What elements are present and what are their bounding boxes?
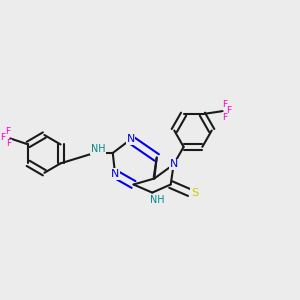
Text: F: F — [0, 133, 5, 142]
Text: N: N — [126, 134, 135, 145]
Text: F: F — [222, 112, 228, 122]
Text: NH: NH — [91, 144, 105, 154]
Text: F: F — [5, 127, 10, 136]
Text: NH: NH — [150, 195, 165, 205]
Text: F: F — [6, 139, 11, 148]
Text: F: F — [226, 106, 232, 115]
Text: F: F — [222, 100, 228, 109]
Text: S: S — [191, 188, 198, 198]
Text: N: N — [111, 169, 119, 179]
Text: N: N — [169, 159, 178, 170]
